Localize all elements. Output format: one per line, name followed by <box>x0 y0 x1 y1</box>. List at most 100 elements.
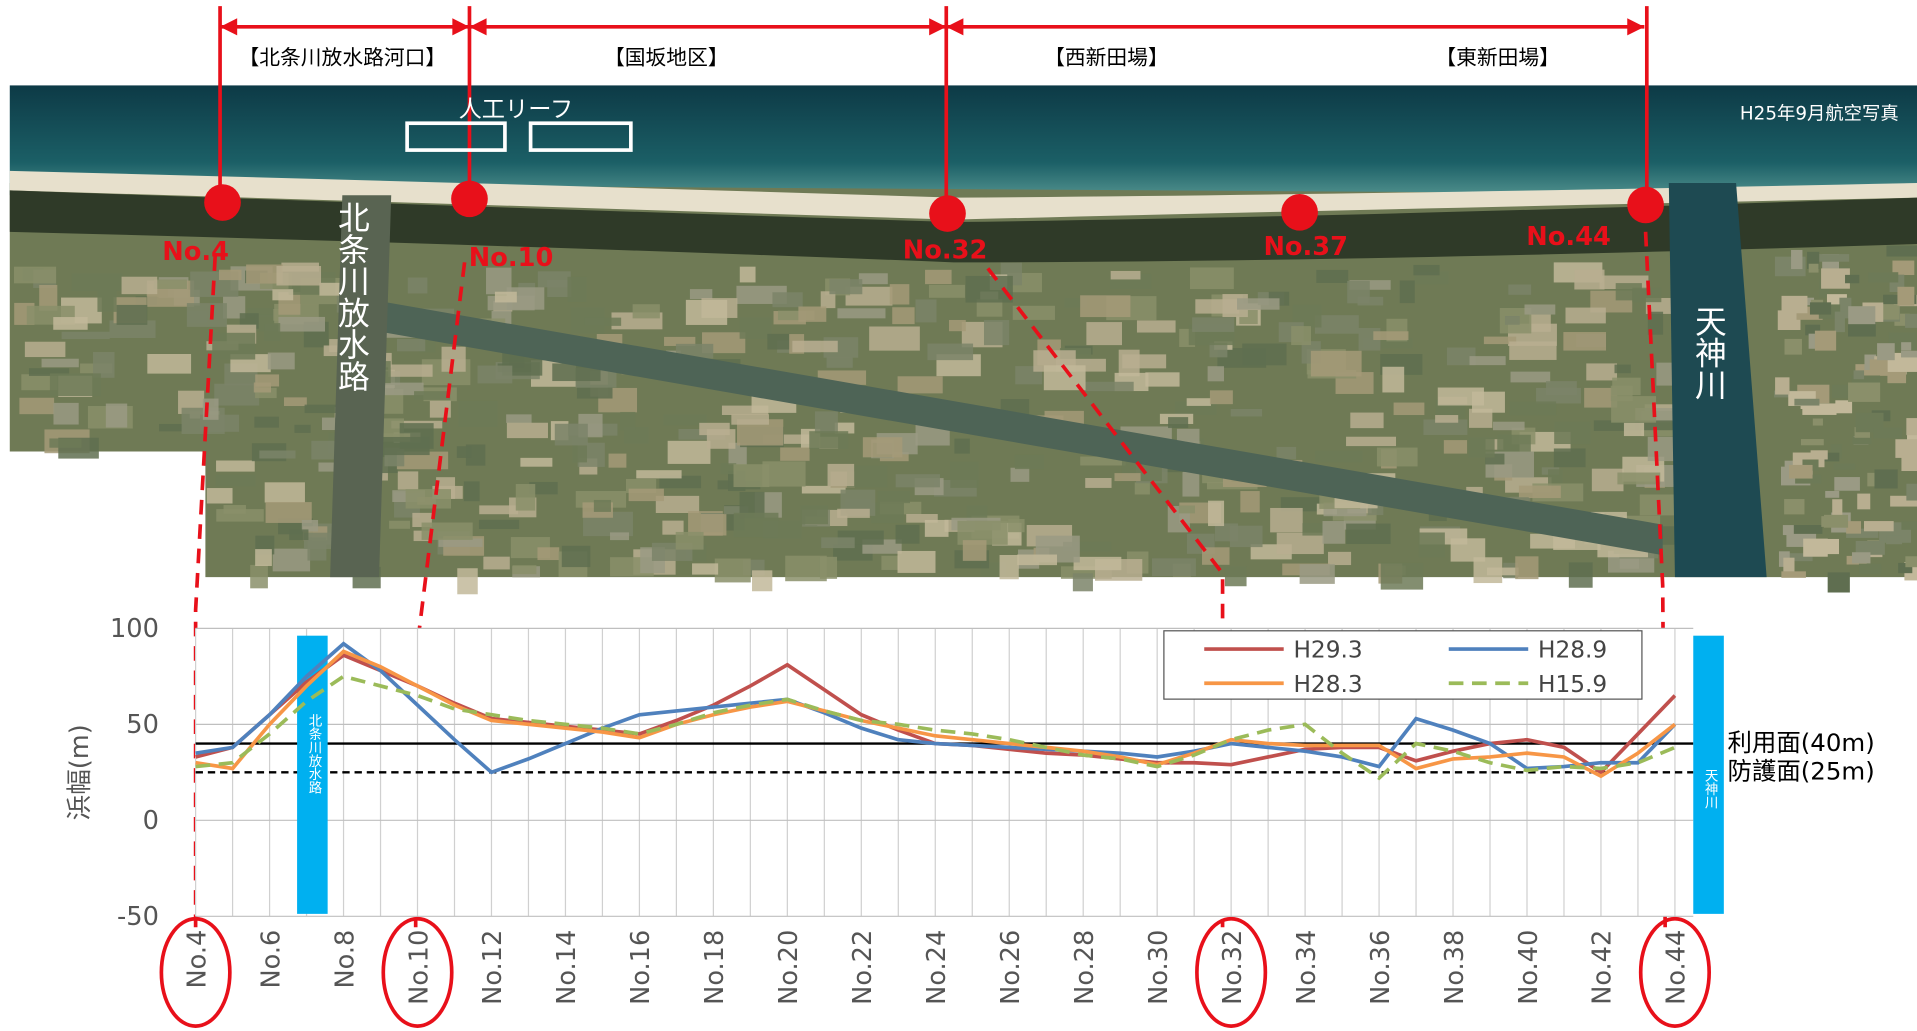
field <box>1014 454 1044 470</box>
field <box>767 333 791 350</box>
field <box>798 306 827 322</box>
field <box>1186 398 1211 406</box>
field <box>664 336 696 346</box>
field <box>714 558 751 583</box>
field <box>834 422 855 434</box>
field <box>1230 408 1263 417</box>
field <box>264 482 305 503</box>
field <box>246 264 283 284</box>
field <box>1848 382 1881 402</box>
x-tick-label: No.36 <box>1366 930 1396 1005</box>
field <box>966 505 988 522</box>
field <box>1435 415 1459 423</box>
field <box>215 474 256 487</box>
field <box>659 475 702 489</box>
field <box>1795 474 1822 484</box>
field <box>1322 521 1346 544</box>
field <box>1347 280 1370 304</box>
field <box>826 357 853 368</box>
field <box>1084 381 1134 392</box>
x-tick-label: No.44 <box>1662 930 1692 1005</box>
field <box>1901 521 1917 530</box>
field <box>278 316 326 332</box>
field <box>1122 354 1167 369</box>
field <box>39 284 58 311</box>
field <box>1346 523 1391 545</box>
field <box>1801 297 1815 306</box>
field <box>186 303 227 327</box>
field <box>1593 420 1639 431</box>
field <box>28 368 70 376</box>
field <box>1443 440 1468 454</box>
field <box>819 556 838 579</box>
connector <box>1643 231 1667 928</box>
series-line <box>195 641 1677 775</box>
field <box>777 310 815 321</box>
field <box>1905 556 1917 568</box>
field <box>1315 450 1363 463</box>
y-axis-title: 浜幅(m) <box>65 724 95 820</box>
field <box>721 405 769 415</box>
field <box>739 317 772 339</box>
field <box>689 289 713 300</box>
field <box>483 556 510 570</box>
field <box>827 463 855 487</box>
field <box>733 464 770 488</box>
point-marker <box>451 180 488 218</box>
field <box>1846 528 1879 538</box>
field <box>1450 538 1486 562</box>
field <box>1469 356 1506 366</box>
field <box>780 447 810 461</box>
river-bar-label: 天神川 <box>1702 769 1719 809</box>
field <box>925 269 952 285</box>
field <box>1182 471 1200 497</box>
field <box>628 488 664 502</box>
field <box>1783 557 1795 576</box>
field <box>414 391 451 400</box>
field <box>1242 343 1287 366</box>
field <box>1316 269 1349 283</box>
field <box>159 423 183 432</box>
field <box>983 320 1010 346</box>
field <box>662 520 684 535</box>
field <box>153 279 187 289</box>
x-tick-label: No.26 <box>996 930 1026 1005</box>
field <box>1810 450 1828 460</box>
field <box>895 474 940 488</box>
y-tick-label: 100 <box>110 614 159 644</box>
section-label: 【国坂地区】 <box>604 46 729 70</box>
field <box>954 438 970 454</box>
field <box>1413 264 1440 276</box>
field <box>620 411 636 431</box>
field <box>1897 286 1915 306</box>
field <box>584 317 622 326</box>
field <box>1485 453 1505 465</box>
field <box>1073 556 1122 571</box>
field <box>1812 418 1823 426</box>
field <box>576 384 613 399</box>
field <box>567 276 587 303</box>
x-tick-label: No.8 <box>330 930 360 989</box>
field <box>1302 523 1327 536</box>
field <box>1834 311 1845 333</box>
field <box>61 331 110 340</box>
field <box>1192 317 1235 332</box>
field <box>1809 302 1832 315</box>
field <box>53 402 79 425</box>
field <box>1509 341 1557 360</box>
field <box>253 382 271 393</box>
field <box>1363 338 1413 349</box>
field <box>1854 427 1870 438</box>
field <box>1080 295 1131 318</box>
field <box>685 299 728 325</box>
field <box>254 416 279 428</box>
field <box>1237 298 1280 310</box>
field <box>1524 304 1556 315</box>
field <box>1808 263 1819 273</box>
field <box>97 289 117 312</box>
field <box>762 461 806 487</box>
y-tick-label: -50 <box>117 902 159 932</box>
field <box>869 326 920 351</box>
field <box>785 555 827 582</box>
